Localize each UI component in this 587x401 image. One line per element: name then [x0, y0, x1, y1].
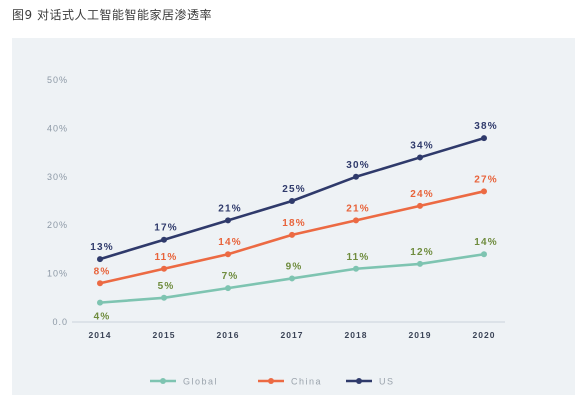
data-point-china [97, 280, 103, 287]
data-point-global [97, 299, 103, 306]
data-label-us: 30% [346, 160, 370, 171]
data-point-us [481, 135, 487, 142]
legend-marker-global [160, 378, 166, 384]
y-tick-label: 50% [47, 75, 68, 85]
y-tick-label: 0.0 [52, 317, 68, 327]
data-label-china: 11% [154, 252, 177, 263]
data-point-global [161, 294, 167, 301]
legend-label-china: China [291, 377, 322, 387]
data-label-global: 11% [346, 252, 369, 263]
data-label-china: 21% [346, 203, 370, 214]
data-point-global [481, 251, 487, 258]
legend-marker-china [268, 378, 274, 384]
chart-title: 图9 对话式人工智能智能家居渗透率 [12, 8, 212, 22]
data-point-china [289, 231, 295, 238]
legend-marker-us [356, 378, 362, 384]
data-label-china: 8% [94, 266, 111, 277]
data-point-global [289, 275, 295, 282]
data-label-china: 14% [218, 237, 242, 248]
y-tick-label: 10% [47, 269, 68, 279]
data-point-us [225, 217, 231, 224]
data-point-china [481, 188, 487, 195]
data-label-global: 14% [474, 237, 498, 248]
x-tick-label: 2019 [409, 330, 432, 340]
data-point-china [225, 251, 231, 258]
data-label-china: 18% [282, 218, 306, 229]
data-label-global: 9% [286, 261, 303, 272]
data-point-us [97, 256, 103, 263]
data-point-china [353, 217, 359, 224]
data-point-china [161, 265, 167, 272]
data-label-us: 34% [410, 140, 434, 151]
data-point-us [289, 198, 295, 204]
data-label-us: 25% [282, 184, 306, 195]
x-tick-label: 2016 [217, 330, 240, 340]
x-tick-label: 2018 [345, 330, 368, 340]
data-point-us [417, 154, 423, 161]
data-label-us: 38% [474, 121, 498, 132]
x-tick-label: 2014 [89, 330, 112, 340]
data-label-global: 7% [222, 271, 239, 282]
x-tick-label: 2020 [473, 330, 496, 340]
data-label-global: 5% [158, 281, 175, 292]
y-tick-label: 20% [47, 220, 68, 230]
data-label-global: 12% [410, 247, 434, 258]
chart-panel [12, 38, 575, 395]
data-point-global [353, 265, 359, 272]
data-point-us [353, 173, 359, 180]
y-tick-label: 30% [47, 172, 68, 182]
data-label-china: 27% [474, 174, 498, 185]
data-label-us: 17% [154, 223, 178, 234]
data-label-us: 21% [218, 203, 242, 214]
x-tick-label: 2015 [153, 330, 176, 340]
legend-label-global: Global [183, 377, 218, 387]
x-tick-label: 2017 [281, 330, 304, 340]
data-point-us [161, 236, 167, 243]
y-tick-label: 40% [47, 123, 68, 133]
data-label-us: 13% [90, 242, 114, 253]
data-label-china: 24% [410, 189, 434, 200]
data-point-global [225, 285, 231, 292]
legend-label-us: US [379, 377, 395, 387]
data-label-global: 4% [94, 312, 111, 323]
data-point-china [417, 202, 423, 209]
data-point-global [417, 260, 423, 267]
